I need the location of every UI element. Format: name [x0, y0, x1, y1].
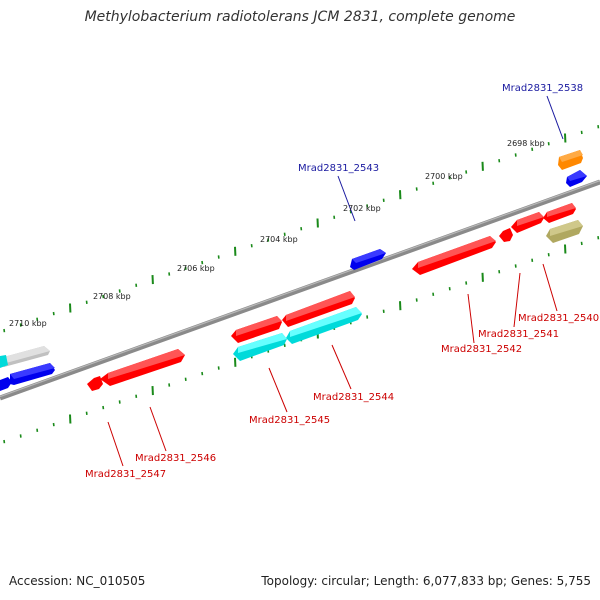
gene-labels: Mrad2831_2538 Mrad2831_2543 Mrad2831_254…: [85, 83, 599, 480]
gene-red-2544[interactable]: [282, 291, 355, 327]
gene-red-2547[interactable]: [87, 376, 103, 391]
gene-label[interactable]: Mrad2831_2544: [313, 392, 394, 403]
gene-olive-2540[interactable]: [546, 220, 583, 243]
accession-text: Accession: NC_010505: [9, 574, 146, 588]
scale-label: 2710 kbp: [9, 319, 47, 328]
gene-red-2541[interactable]: [511, 212, 544, 233]
gene-blue-left-2[interactable]: [10, 363, 55, 385]
gene-red-2545[interactable]: [231, 316, 282, 343]
gene-gray[interactable]: [0, 346, 50, 367]
gene-red-2542[interactable]: [412, 236, 496, 275]
gene-cyan-2544[interactable]: [286, 307, 362, 344]
gene-red-2541b[interactable]: [499, 228, 513, 242]
gene-blue-2543[interactable]: [350, 249, 386, 270]
genome-summary-text: Topology: circular; Length: 6,077,833 bp…: [261, 574, 591, 588]
gene-label[interactable]: Mrad2831_2547: [85, 469, 166, 480]
scale-label: 2702 kbp: [343, 204, 381, 213]
scale-label: 2700 kbp: [425, 172, 463, 181]
minus-strand-genes: [87, 203, 583, 391]
plus-strand-genes: [0, 150, 587, 391]
leader-lines: [107, 95, 564, 467]
inner-tick-ring: [3, 236, 600, 444]
gene-label[interactable]: Mrad2831_2546: [135, 453, 216, 464]
genome-backbone: [0, 179, 600, 401]
scale-labels: 2698 kbp 2700 kbp 2702 kbp 2704 kbp 2706…: [9, 139, 545, 328]
gene-cyan-left[interactable]: [0, 355, 8, 368]
scale-label: 2698 kbp: [507, 139, 545, 148]
gene-cyan-2545[interactable]: [233, 333, 287, 361]
gene-orange-2538[interactable]: [558, 150, 583, 170]
gene-label[interactable]: Mrad2831_2543: [298, 163, 379, 174]
gene-label[interactable]: Mrad2831_2545: [249, 415, 330, 426]
gene-red-2546[interactable]: [100, 349, 185, 386]
gene-label[interactable]: Mrad2831_2540: [518, 313, 599, 324]
scale-label: 2704 kbp: [260, 235, 298, 244]
scale-label: 2708 kbp: [93, 292, 131, 301]
gene-red-2540[interactable]: [543, 203, 576, 223]
genome-backbone-highlight: [0, 180, 600, 398]
gene-label[interactable]: Mrad2831_2542: [441, 344, 522, 355]
gene-blue-2538[interactable]: [566, 170, 587, 187]
map-title: Methylobacterium radiotolerans JCM 2831,…: [84, 9, 516, 25]
scale-label: 2706 kbp: [177, 264, 215, 273]
gene-label[interactable]: Mrad2831_2538: [502, 83, 583, 94]
gene-blue-left-1[interactable]: [0, 377, 12, 391]
gene-label[interactable]: Mrad2831_2541: [478, 329, 559, 340]
